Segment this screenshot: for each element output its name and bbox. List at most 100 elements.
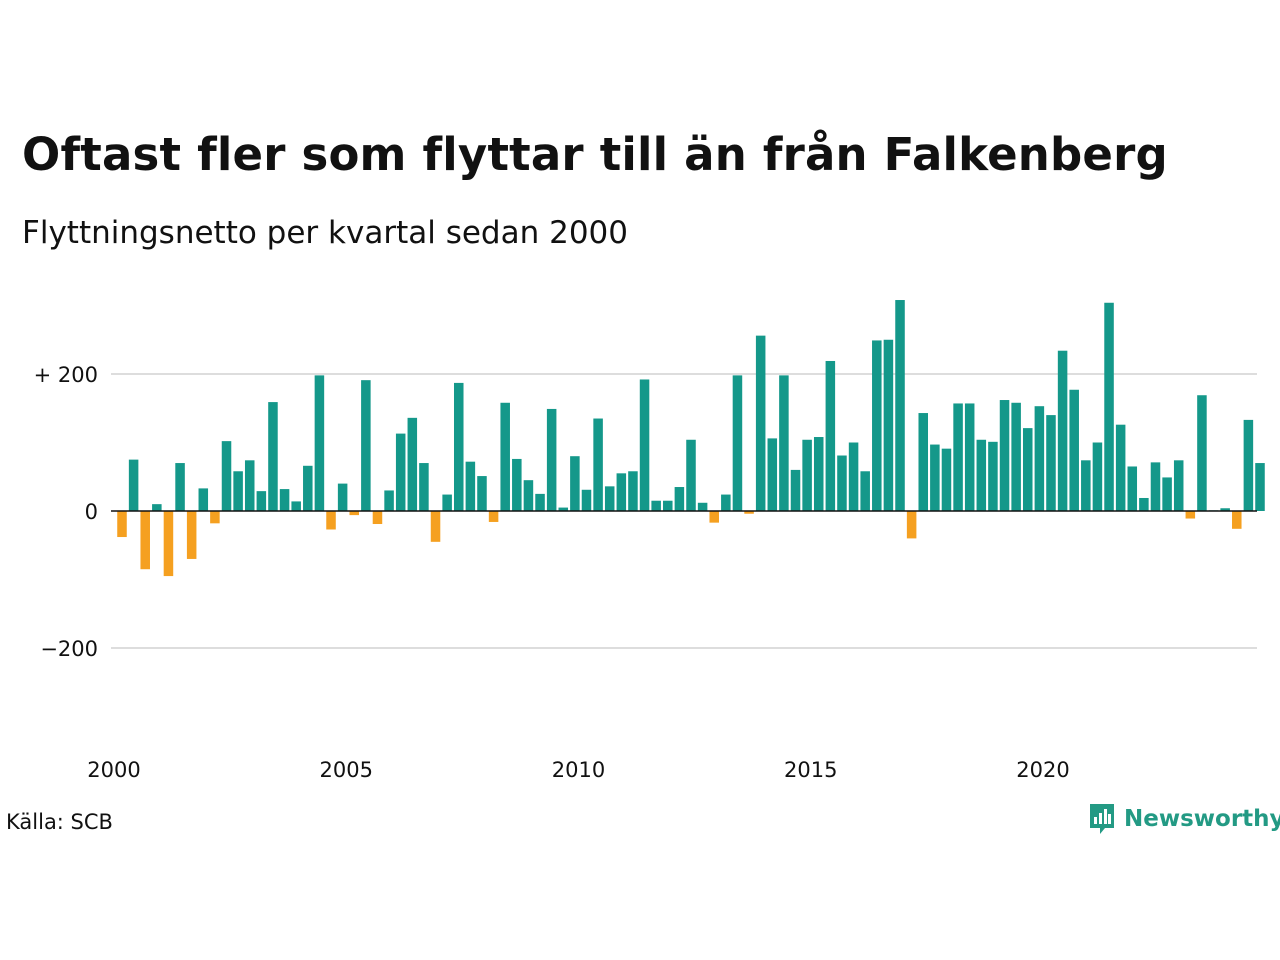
bar (163, 511, 174, 577)
x-tick-label: 2010 (552, 758, 605, 782)
bar (349, 511, 360, 516)
bar (709, 511, 719, 523)
bar (1022, 428, 1033, 511)
x-tick-label: 2015 (784, 758, 837, 782)
x-tick-label: 2020 (1016, 758, 1069, 782)
bar (883, 339, 894, 511)
bar (988, 441, 998, 511)
bar (1057, 350, 1068, 511)
bar (906, 511, 917, 539)
x-tick-label: 2000 (87, 758, 140, 782)
bar (337, 483, 348, 511)
bar (964, 403, 975, 511)
bar (442, 494, 452, 511)
bar (221, 441, 232, 511)
bar (186, 511, 197, 559)
bar (825, 360, 836, 511)
bar (1185, 511, 1196, 519)
bar (616, 473, 627, 511)
bar (512, 458, 522, 511)
newsworthy-logo: Newsworthy (1088, 802, 1280, 836)
bar (872, 340, 882, 511)
chart-subtitle: Flyttningsnetto per kvartal sedan 2000 (22, 215, 628, 251)
bar (604, 486, 615, 511)
bar (953, 403, 963, 511)
bar (477, 476, 487, 511)
bar (210, 511, 220, 524)
bar (918, 413, 929, 511)
bar (1232, 511, 1242, 529)
bar (361, 380, 371, 511)
y-tick-label: + 200 (34, 363, 98, 387)
bar (291, 501, 301, 511)
bar (1011, 402, 1021, 511)
bar (721, 494, 731, 511)
bar (175, 463, 185, 511)
bar (1115, 424, 1126, 511)
bar (1081, 460, 1091, 511)
bar (686, 439, 696, 511)
bar (581, 489, 592, 511)
bar (767, 438, 778, 511)
bar (1139, 497, 1149, 511)
bar (755, 335, 766, 511)
bar (674, 487, 685, 511)
bar (152, 504, 162, 511)
bar (837, 455, 847, 511)
bar (1220, 508, 1230, 511)
bar (999, 400, 1010, 511)
bar (244, 460, 255, 511)
bar (198, 488, 209, 511)
bar (848, 442, 859, 511)
source-note: Källa: SCB (6, 810, 113, 834)
bar (1034, 406, 1045, 511)
bar (941, 448, 952, 511)
bar (976, 439, 987, 511)
bar (651, 500, 661, 511)
bar (663, 500, 673, 511)
bar (256, 491, 267, 511)
bar (535, 493, 545, 511)
bar (523, 480, 534, 511)
bar (1173, 460, 1184, 511)
bar (558, 507, 569, 511)
bar (395, 433, 406, 511)
bar (1092, 442, 1103, 511)
bar (488, 511, 499, 522)
bar (453, 382, 464, 511)
bar (117, 511, 127, 538)
bar (465, 461, 476, 511)
bar (233, 471, 243, 511)
bar (744, 511, 754, 514)
bar (790, 469, 801, 511)
bar (1069, 389, 1079, 511)
bar (930, 444, 940, 511)
bar (140, 511, 150, 570)
bar (1255, 463, 1265, 511)
bar (639, 379, 650, 511)
bar (384, 490, 394, 511)
bar (1243, 419, 1254, 511)
bar (570, 456, 580, 511)
bar (1197, 395, 1207, 511)
bar (372, 511, 383, 525)
bar (279, 489, 290, 511)
bar (802, 439, 812, 511)
bar (419, 463, 429, 511)
bar (732, 375, 743, 511)
bar (1162, 477, 1172, 511)
bar (697, 502, 708, 511)
bar (895, 300, 905, 511)
bar (1127, 466, 1138, 511)
brand-name: Newsworthy (1124, 806, 1280, 832)
bar-chart: + 200 0 −200 2000 2005 2010 2015 2020 (34, 300, 1265, 782)
bar (303, 465, 313, 511)
bar (813, 437, 824, 511)
bar (430, 511, 441, 542)
bar (407, 417, 418, 511)
bar (500, 402, 510, 511)
chart-title: Oftast fler som flyttar till än från Fal… (22, 128, 1168, 181)
newsworthy-logo-icon (1090, 804, 1114, 834)
x-tick-label: 2005 (320, 758, 373, 782)
bar (628, 471, 638, 511)
